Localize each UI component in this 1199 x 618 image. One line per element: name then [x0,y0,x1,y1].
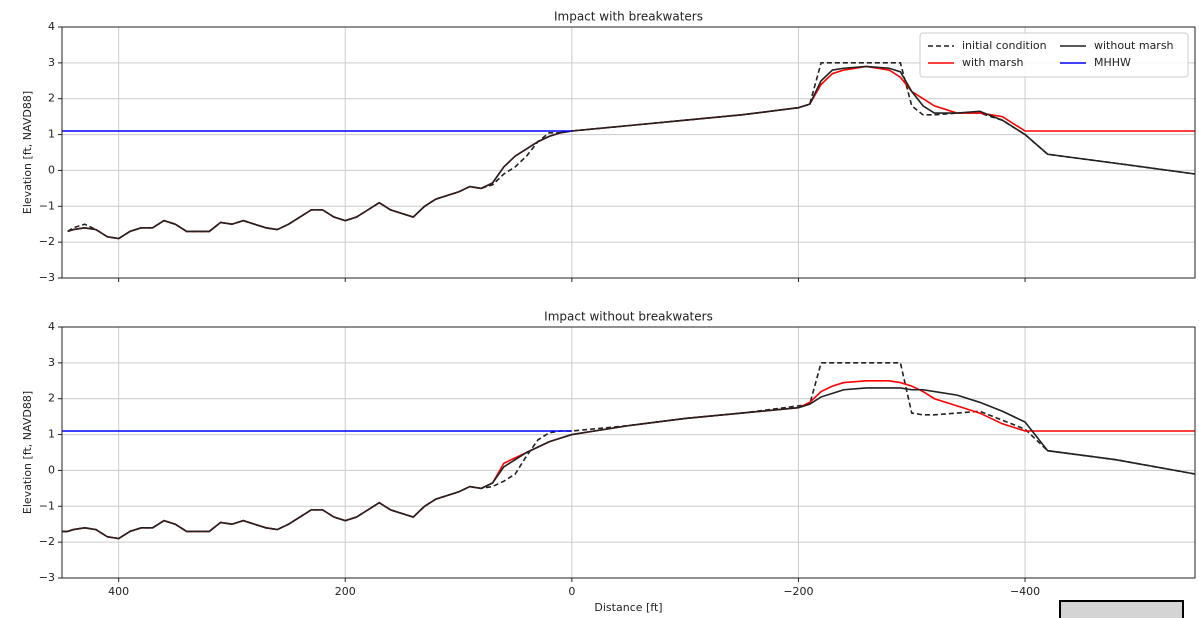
x-tick-label: 0 [568,585,575,598]
y-tick-label: 2 [48,392,55,405]
y-tick-label: 3 [48,56,55,69]
y-tick-label: 3 [48,356,55,369]
y-tick-label: −3 [39,571,55,584]
legend-label: MHHW [1094,56,1131,69]
series-line [67,65,1195,240]
axes-frame [61,26,1196,279]
y-tick-label: 2 [48,92,55,105]
chart-title: Impact with breakwaters [554,10,703,24]
legend-label: with marsh [962,56,1024,69]
x-tick-label: 400 [108,585,129,598]
series-line [62,387,1195,540]
x-axis-label: Distance [ft] [594,601,662,614]
axes-frame [61,326,1196,579]
y-tick-label: 4 [48,20,55,33]
series-line [67,65,1195,240]
chart-title: Impact without breakwaters [544,310,713,324]
y-tick-label: −1 [39,499,55,512]
x-tick-label: −400 [1010,585,1040,598]
y-tick-label: 0 [48,463,55,476]
legend-box [919,32,1189,78]
y-axis-label: Elevation [ft, NAVD88] [21,91,34,214]
series-line [67,62,1195,240]
y-tick-label: −2 [39,235,55,248]
legend-label: initial condition [962,39,1047,52]
y-tick-label: 1 [48,128,55,141]
y-tick-label: 1 [48,428,55,441]
overlay-box [1059,600,1184,618]
x-tick-label: 200 [335,585,356,598]
legend-label: without marsh [1094,39,1174,52]
y-tick-label: −3 [39,271,55,284]
y-tick-label: −2 [39,535,55,548]
y-axis-label: Elevation [ft, NAVD88] [21,391,34,514]
x-tick-label: −200 [783,585,813,598]
y-tick-label: 4 [48,320,55,333]
y-tick-label: −1 [39,199,55,212]
y-tick-label: 0 [48,163,55,176]
